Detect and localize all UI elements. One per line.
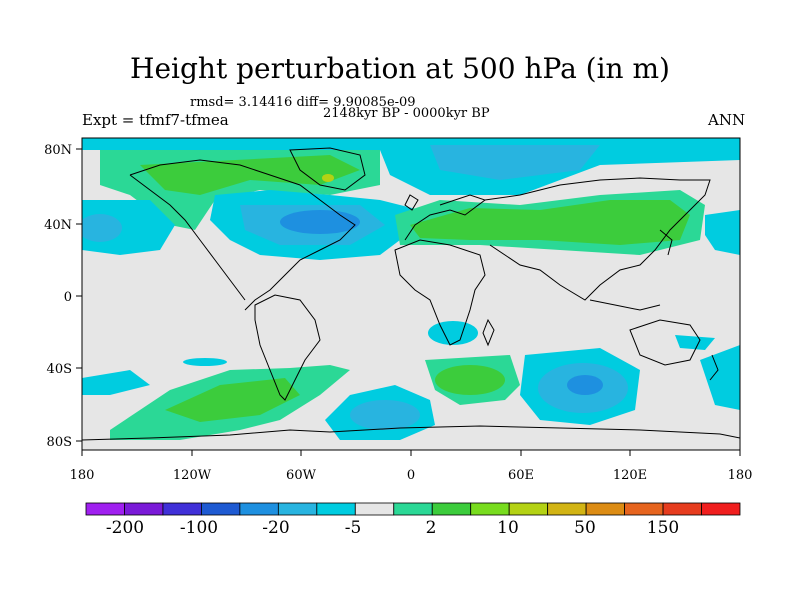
lat-label: 80S: [47, 435, 72, 450]
coast-japan: [659, 229, 673, 256]
colorbar-swatch: [701, 502, 741, 516]
lon-label: 60W: [286, 468, 317, 483]
negative-region-south-pacific-east: [675, 335, 715, 350]
coast-africa: [394, 239, 486, 346]
colorbar-swatch: [547, 502, 587, 516]
colorbar-swatch: [393, 502, 433, 516]
lat-label: 80N: [44, 143, 72, 158]
plot-title: Height perturbation at 500 hPa (in m): [130, 52, 670, 85]
lon-label: 180: [728, 468, 753, 483]
lat-label: 40S: [47, 362, 72, 377]
colorbar-label: -200: [106, 518, 144, 538]
colorbar-swatch: [354, 502, 395, 516]
positive-region-south-indian-core: [435, 365, 505, 395]
stats-text: rmsd= 3.14416 diff= 9.90085e-09: [190, 95, 416, 110]
lat-label: 0: [64, 290, 72, 305]
colorbar-swatch: [508, 502, 549, 516]
colorbar-swatch: [239, 502, 279, 516]
coast-south-america: [254, 294, 321, 401]
coast-madagascar: [482, 318, 495, 347]
coast-europe: [404, 194, 487, 241]
colorbar: [85, 502, 741, 516]
colorbar-swatch: [585, 502, 625, 516]
negative-core-south-atlantic-deep: [350, 400, 420, 430]
lat-labels: 80N 40N 0 40S 80S: [44, 143, 72, 450]
negative-region-south-atlantic: [428, 321, 478, 345]
coast-uk: [404, 194, 419, 211]
anomaly-field: [82, 138, 740, 441]
lon-label: 180: [70, 468, 95, 483]
colorbar-swatch: [470, 502, 510, 516]
lat-axis: [76, 148, 82, 442]
colorbar-label: -100: [180, 518, 218, 538]
lon-label: 120E: [613, 468, 647, 483]
lon-axis: [81, 450, 741, 456]
negative-core-north-pacific: [82, 214, 122, 242]
colorbar-label: 150: [647, 518, 679, 538]
colorbar-swatch: [162, 502, 202, 516]
lon-labels: 180 120W 60W 0 60E 120E 180: [70, 468, 753, 483]
coastlines: [82, 147, 740, 441]
colorbar-swatch: [277, 502, 318, 516]
colorbar-swatch: [316, 502, 356, 516]
coast-new-zealand: [709, 354, 719, 381]
coast-australia: [629, 319, 701, 366]
coast-antarctica: [82, 425, 740, 441]
colorbar-swatch: [201, 502, 241, 516]
coast-indonesia: [589, 299, 661, 311]
positive-region-arctic-core: [140, 155, 360, 195]
positive-region-south-pacific-core: [165, 378, 300, 422]
colorbar-label: 50: [574, 518, 596, 538]
colorbar-swatch: [662, 502, 702, 516]
negative-region-north-polar-mid: [430, 145, 600, 180]
lon-label: 120W: [173, 468, 212, 483]
colorbar-swatch: [624, 502, 664, 516]
negative-region-south-pacific-west: [82, 370, 150, 395]
period-text: 2148kyr BP - 0000kyr BP: [323, 106, 490, 121]
coast-greenland: [289, 147, 366, 191]
lon-label: 0: [407, 468, 415, 483]
lon-label: 60E: [508, 468, 534, 483]
colorbar-swatch: [124, 502, 164, 516]
colorbar-label: -20: [262, 518, 289, 538]
colorbar-labels: -200 -100 -20 -5 2 10 50 150: [106, 518, 679, 538]
coast-north-america-west: [129, 174, 246, 301]
season-label: ANN: [708, 111, 746, 129]
lat-label: 40N: [44, 218, 72, 233]
negative-region-ne-pacific: [705, 210, 740, 255]
colorbar-swatch: [431, 502, 472, 516]
positive-region-eurasia-core: [410, 200, 690, 245]
negative-core-south-indian: [567, 375, 603, 395]
colorbar-label: 2: [426, 518, 437, 538]
colorbar-label: 10: [497, 518, 519, 538]
experiment-label: Expt = tfmf7-tfmea: [82, 111, 229, 129]
coast-north-america: [129, 159, 356, 311]
colorbar-swatch: [85, 502, 125, 516]
coast-asia: [484, 177, 711, 301]
negative-core-north-atlantic: [280, 210, 360, 234]
colorbar-label: -5: [345, 518, 362, 538]
negative-region-drake: [183, 358, 227, 366]
positive-peak-greenland: [322, 174, 334, 182]
negative-region-south-pacific-far-east: [700, 345, 740, 410]
